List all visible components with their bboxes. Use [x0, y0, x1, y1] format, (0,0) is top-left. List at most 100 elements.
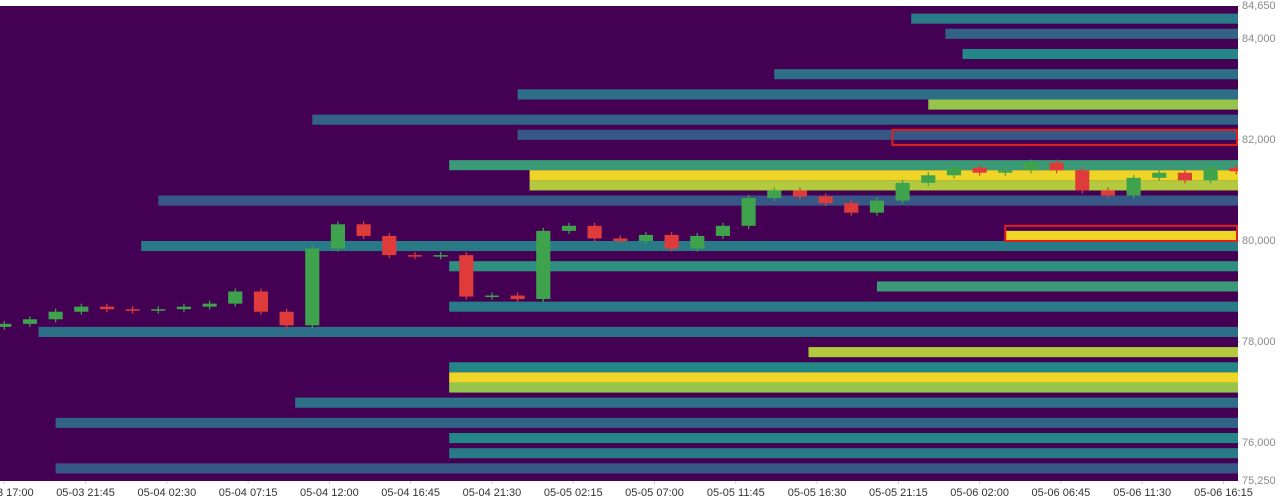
x-tick-label: 05-05 16:30 — [788, 487, 847, 499]
heatmap-band — [158, 195, 1238, 206]
candle-body — [48, 311, 63, 320]
candle-body — [510, 295, 525, 300]
candle-body — [253, 291, 269, 312]
candle-body — [869, 200, 885, 213]
candle-body — [767, 190, 782, 199]
candle-body — [356, 224, 371, 236]
y-tick-label: 78,000 — [1242, 336, 1276, 348]
heatmap-band — [295, 397, 1238, 408]
candle-body — [998, 170, 1013, 173]
x-tick-label: 05-06 02:00 — [950, 487, 1009, 499]
candle-body — [484, 295, 500, 298]
candle-body — [407, 255, 423, 257]
candle-body — [22, 319, 38, 324]
x-tick-label: 05-05 11:45 — [707, 487, 765, 499]
candle-body — [202, 303, 217, 307]
candle-body — [972, 167, 987, 173]
candle-body — [715, 225, 731, 236]
candle-body — [1100, 190, 1116, 196]
y-tick-label: 75,250 — [1242, 475, 1276, 487]
candle-body — [228, 291, 243, 304]
candle-body — [561, 225, 577, 231]
y-tick-label: 82,000 — [1242, 134, 1276, 146]
candle-body — [1126, 177, 1141, 196]
candle-body — [587, 225, 602, 239]
candle-body — [1049, 162, 1064, 171]
candle-body — [613, 238, 628, 241]
x-tick-label: 05-03 17:00 — [0, 487, 34, 499]
heatmap-band — [449, 382, 1238, 393]
candle-body — [305, 248, 320, 326]
candle-body — [690, 235, 705, 249]
heatmap-band — [928, 99, 1238, 110]
candle-body — [792, 190, 808, 197]
y-tick-label: 84,000 — [1242, 33, 1276, 45]
candle-body — [0, 323, 12, 327]
y-tick-label: 80,000 — [1242, 235, 1276, 247]
heatmap-band — [517, 89, 1238, 100]
x-tick-label: 05-04 07:15 — [219, 487, 278, 499]
candle-body — [279, 311, 294, 326]
candle-body — [176, 306, 192, 310]
x-tick-label: 05-05 02:15 — [544, 487, 603, 499]
candle-body — [433, 255, 448, 257]
heatmap-band — [449, 432, 1238, 444]
heatmap-band — [55, 463, 1238, 474]
heatmap-band — [449, 372, 1238, 383]
heatmap-band — [529, 180, 1238, 191]
candle-body — [1152, 172, 1167, 178]
candle-body — [330, 224, 346, 249]
heatmap-band — [141, 240, 1238, 252]
heatmap-band — [876, 281, 1238, 292]
x-tick-label: 05-05 21:15 — [869, 487, 928, 499]
candle-body — [844, 203, 859, 213]
heatmap-band — [55, 417, 1238, 428]
heatmap-band — [911, 13, 1238, 24]
heatmap-band — [529, 170, 1238, 181]
candle-body — [151, 309, 166, 311]
x-tick-label: 05-05 07:00 — [625, 487, 684, 499]
x-tick-label: 05-04 21:30 — [463, 487, 522, 499]
x-tick-label: 05-06 06:45 — [1032, 487, 1091, 499]
x-tick-label: 05-06 11:30 — [1113, 487, 1171, 499]
candle-body — [895, 182, 910, 201]
heatmap-band — [808, 347, 1238, 358]
candle-body — [946, 167, 962, 176]
x-tick-label: 05-04 16:45 — [381, 487, 440, 499]
heatmap-band — [449, 160, 1238, 171]
x-tick-label: 05-06 16:15 — [1194, 487, 1253, 499]
plot-area — [0, 6, 1238, 481]
candle-body — [125, 309, 140, 311]
heatmap-band — [774, 69, 1238, 80]
candle-body — [818, 196, 833, 204]
candle-body — [741, 198, 756, 226]
candle-body — [382, 235, 397, 256]
y-tick-label: 76,000 — [1242, 437, 1276, 449]
highlight-box — [1004, 224, 1238, 242]
heatmap-band — [517, 129, 1238, 140]
heatmap-band — [1005, 230, 1238, 241]
heatmap-band — [449, 261, 1238, 272]
heatmap-band — [449, 448, 1238, 459]
candle-body — [1177, 172, 1193, 181]
heatmap-band — [312, 114, 1238, 125]
candle-body — [74, 306, 89, 312]
heatmap-band — [945, 28, 1238, 39]
candle-body — [1229, 167, 1238, 172]
x-tick-label: 05-04 12:00 — [300, 487, 359, 499]
heatmap-band — [449, 301, 1238, 312]
x-tick-label: 05-04 02:30 — [137, 487, 196, 499]
candle-body — [459, 255, 474, 297]
candle-body — [921, 175, 936, 183]
candle-body — [1075, 170, 1090, 191]
candle-body — [638, 234, 654, 241]
y-tick-label: 84,650 — [1242, 0, 1276, 12]
highlight-box — [891, 128, 1238, 146]
candle-body — [664, 234, 679, 249]
heatmap-band — [962, 48, 1238, 60]
candle-body — [99, 306, 115, 310]
candle-body — [1023, 162, 1039, 171]
